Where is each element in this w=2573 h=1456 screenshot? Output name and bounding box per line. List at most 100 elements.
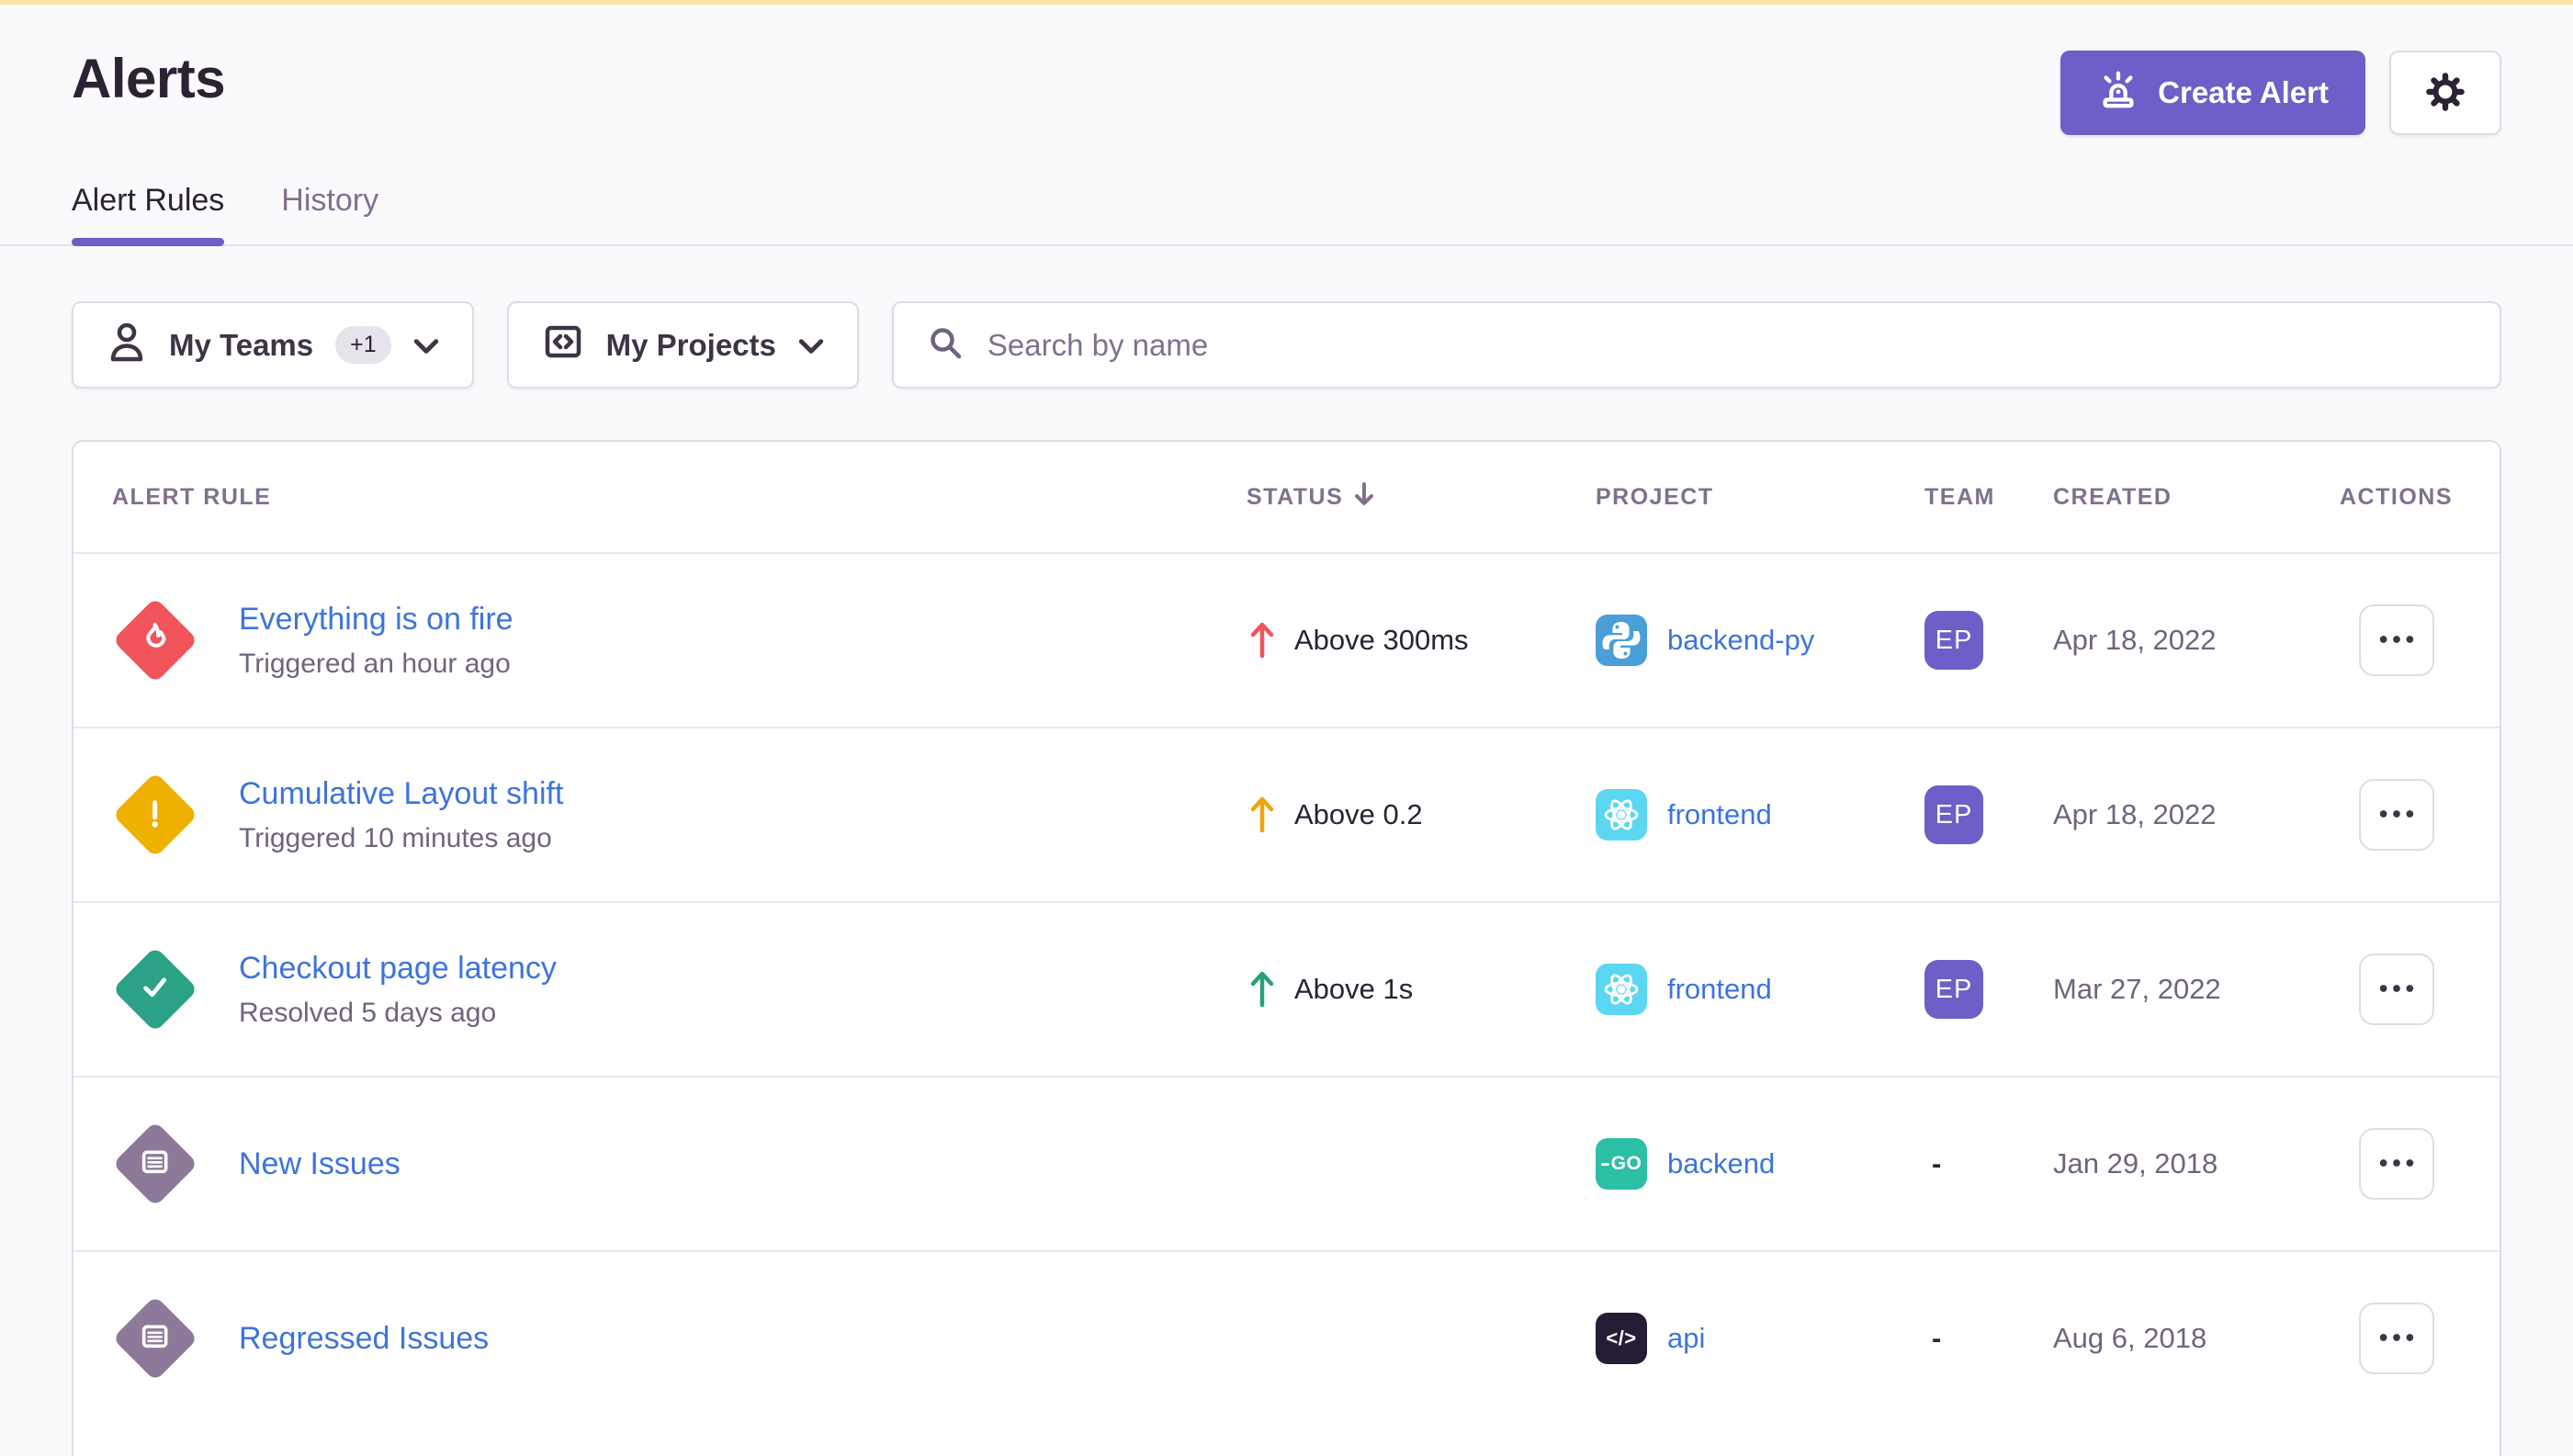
issues-icon: [112, 1121, 198, 1207]
project-link[interactable]: frontend: [1667, 798, 1772, 830]
project-link[interactable]: api: [1667, 1322, 1706, 1354]
search-box: [891, 301, 2501, 389]
project-cell: frontend: [1596, 964, 1924, 1015]
table-row: New Issues GO backend - Jan 29, 2018: [73, 1076, 2500, 1250]
alert-type-indicator: [112, 946, 198, 1033]
react-icon: [1596, 789, 1647, 841]
project-cell: </> api: [1596, 1313, 1924, 1364]
column-header-actions: Actions: [2340, 483, 2453, 510]
actions-cell: [2331, 1303, 2461, 1374]
tab-bar: Alert Rules History: [0, 183, 2573, 246]
page-header: Alerts Create Alert: [0, 5, 2573, 135]
alert-rule-cell: New Issues: [112, 1121, 1247, 1207]
table-row: Regressed Issues </> api - Aug 6, 2018: [73, 1250, 2500, 1425]
project-cell: frontend: [1596, 789, 1924, 841]
team-cell: EP: [1924, 960, 2053, 1019]
check-icon: [136, 968, 175, 1011]
trend-up-icon: [1247, 617, 1278, 664]
no-team-dash: -: [1932, 1147, 1942, 1179]
create-alert-label: Create Alert: [2158, 75, 2329, 109]
project-link[interactable]: backend: [1667, 1147, 1776, 1179]
more-options-button[interactable]: [2358, 779, 2434, 851]
teams-filter-dropdown[interactable]: My Teams +1: [72, 301, 474, 389]
alert-type-indicator: [112, 597, 198, 683]
alert-rule-name-stack: Everything is on fire Triggered an hour a…: [239, 602, 513, 680]
project-link[interactable]: backend-py: [1667, 624, 1815, 656]
chevron-down-icon: [413, 328, 439, 363]
ellipsis-icon: [2376, 983, 2418, 997]
create-alert-button[interactable]: Create Alert: [2060, 51, 2365, 135]
alert-rule-name-stack: Regressed Issues: [239, 1321, 489, 1357]
gear-icon: [2423, 70, 2467, 117]
created-date: Aug 6, 2018: [2053, 1322, 2207, 1354]
column-header-project[interactable]: Project: [1596, 483, 1714, 510]
alert-type-indicator: [112, 1295, 198, 1382]
project-cell: GO backend: [1596, 1138, 1924, 1190]
alerts-settings-button[interactable]: [2389, 51, 2501, 135]
created-date: Jan 29, 2018: [2053, 1147, 2218, 1179]
alert-rule-link[interactable]: Everything is on fire: [239, 601, 513, 637]
tab-history[interactable]: History: [281, 183, 379, 218]
projects-filter-dropdown[interactable]: My Projects: [506, 301, 859, 389]
issues-icon: [137, 1318, 174, 1360]
team-cell: EP: [1924, 611, 2053, 670]
trend-up-icon: [1247, 966, 1278, 1013]
alert-rule-link[interactable]: Checkout page latency: [239, 950, 557, 986]
actions-cell: [2331, 954, 2461, 1025]
issues-icon: [112, 1295, 198, 1382]
fire-icon: [133, 616, 177, 665]
alert-rule-cell: Everything is on fire Triggered an hour a…: [112, 597, 1247, 683]
project-link[interactable]: frontend: [1667, 973, 1772, 1005]
warning-icon: [112, 772, 198, 858]
issues-icon: [137, 1144, 174, 1185]
fire-icon: [112, 597, 198, 683]
teams-count-badge: +1: [335, 326, 391, 364]
alert-rule-name-stack: Checkout page latency Resolved 5 days ago: [239, 951, 557, 1029]
react-icon: [1596, 964, 1647, 1015]
header-actions: Create Alert: [2060, 51, 2501, 135]
trend-up-icon: [1247, 792, 1278, 839]
status-threshold: Above 300ms: [1294, 624, 1469, 656]
warning-icon: [137, 795, 174, 836]
tab-alert-rules[interactable]: Alert Rules: [72, 183, 225, 246]
top-accent-bar: [0, 0, 2573, 5]
alert-rule-link[interactable]: Cumulative Layout shift: [239, 775, 564, 811]
ellipsis-icon: [2376, 1332, 2418, 1346]
no-team-dash: -: [1932, 1322, 1942, 1354]
status-cell: Above 0.2: [1247, 792, 1596, 839]
siren-icon: [2097, 68, 2139, 118]
alert-rule-link[interactable]: Regressed Issues: [239, 1320, 490, 1356]
more-options-button[interactable]: [2358, 604, 2434, 676]
alert-type-indicator: [112, 1121, 198, 1207]
ellipsis-icon: [2376, 808, 2418, 822]
more-options-button[interactable]: [2358, 1128, 2434, 1200]
project-folder-icon: [542, 321, 584, 370]
team-badge: EP: [1924, 611, 1983, 670]
ellipsis-icon: [2376, 634, 2418, 648]
filter-bar: My Teams +1 My Projects: [0, 301, 2573, 389]
column-header-status[interactable]: Status: [1247, 480, 1596, 515]
alert-rule-name-stack: Cumulative Layout shift Triggered 10 minu…: [239, 776, 563, 854]
ellipsis-icon: [2376, 1157, 2418, 1171]
table-body: Everything is on fire Triggered an hour a…: [73, 552, 2500, 1425]
team-cell: -: [1924, 1322, 2053, 1355]
column-header-created[interactable]: Created: [2053, 483, 2172, 510]
teams-filter-label: My Teams: [169, 327, 314, 362]
alert-rule-status-text: Triggered an hour ago: [239, 648, 511, 679]
table-header-row: Alert Rule Status Project Team Created A…: [73, 442, 2500, 552]
projects-filter-label: My Projects: [605, 327, 776, 362]
team-cell: EP: [1924, 785, 2053, 844]
alert-rule-status-text: Resolved 5 days ago: [239, 997, 497, 1028]
team-badge: EP: [1924, 785, 1983, 844]
alert-rule-name-stack: New Issues: [239, 1146, 401, 1182]
table-row: Checkout page latency Resolved 5 days ago…: [73, 901, 2500, 1076]
more-options-button[interactable]: [2358, 954, 2434, 1025]
page-title: Alerts: [72, 48, 226, 109]
actions-cell: [2331, 1128, 2461, 1200]
alert-rule-link[interactable]: New Issues: [239, 1146, 401, 1181]
code-icon: </>: [1596, 1313, 1647, 1364]
status-cell: Above 300ms: [1247, 617, 1596, 664]
search-input[interactable]: [987, 327, 2468, 363]
more-options-button[interactable]: [2358, 1303, 2434, 1374]
alert-rule-status-text: Triggered 10 minutes ago: [239, 822, 552, 853]
